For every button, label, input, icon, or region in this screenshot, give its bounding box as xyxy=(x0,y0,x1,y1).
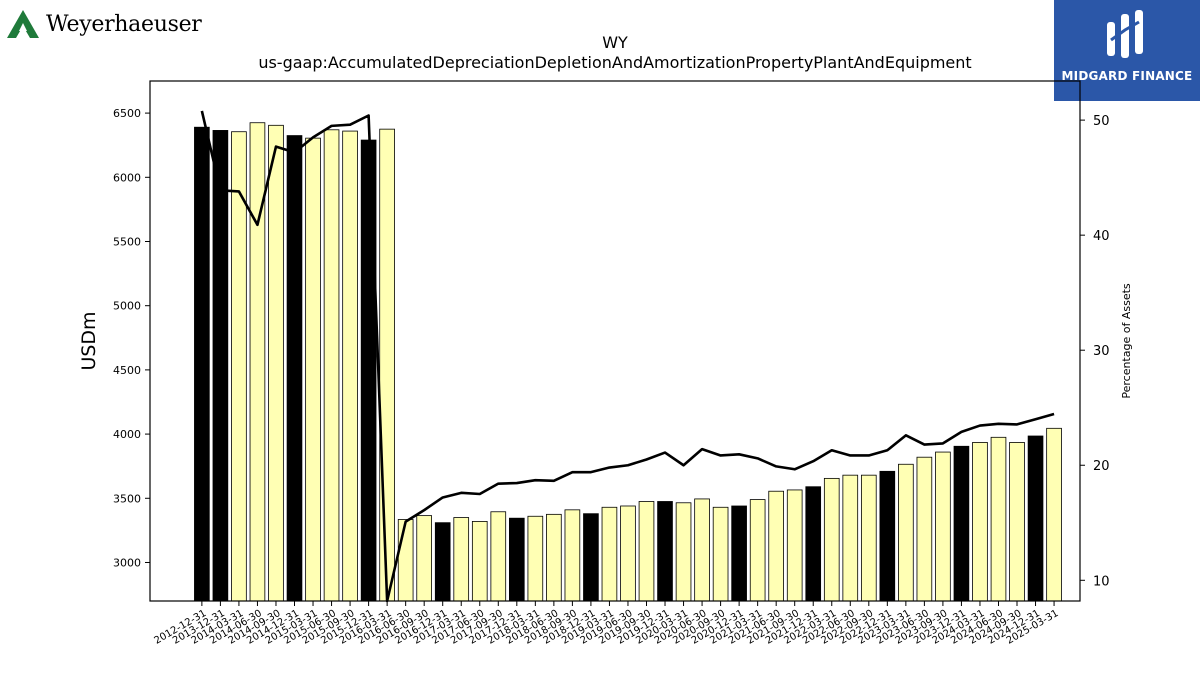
company-logo: Weyerhaeuser xyxy=(6,6,202,42)
bar xyxy=(546,513,562,602)
bar xyxy=(583,513,599,602)
bar xyxy=(1027,435,1044,602)
y2-tick-label: 10 xyxy=(1093,574,1110,589)
bar xyxy=(731,505,747,602)
bar xyxy=(620,505,636,602)
y-tick-label: 6500 xyxy=(113,107,141,120)
bar xyxy=(434,522,451,602)
bar xyxy=(527,515,544,602)
bar xyxy=(694,498,710,602)
plot-frame xyxy=(149,80,1081,602)
bar xyxy=(268,124,284,602)
chart-subtitle: us-gaap:AccumulatedDepreciationDepletion… xyxy=(258,53,971,72)
bar xyxy=(323,129,340,602)
bar xyxy=(249,122,266,602)
bar xyxy=(823,477,840,602)
bar xyxy=(1046,427,1062,602)
bar xyxy=(972,442,988,602)
y2-axis-label: Percentage of Assets xyxy=(1120,283,1133,399)
percentage-line xyxy=(200,110,1055,603)
bar xyxy=(990,436,1007,602)
bar xyxy=(935,451,951,602)
bar xyxy=(805,486,822,602)
brand-mark-icon xyxy=(1107,10,1143,58)
y2-tick-label: 50 xyxy=(1093,114,1110,129)
bar xyxy=(860,474,877,602)
y2-tick-label: 40 xyxy=(1093,229,1110,244)
y-tick-label: 6000 xyxy=(113,171,141,184)
bar xyxy=(305,137,321,602)
y-tick-label: 3000 xyxy=(113,556,141,569)
y2-tick-label: 30 xyxy=(1093,344,1110,359)
bar xyxy=(379,128,395,602)
bar xyxy=(397,519,414,602)
brand-badge: MIDGARD FINANCE xyxy=(1054,0,1200,101)
bar xyxy=(508,517,525,602)
bar xyxy=(657,501,673,602)
bar xyxy=(564,509,581,602)
tree-icon xyxy=(7,10,39,38)
y-tick-label: 5000 xyxy=(113,300,141,313)
bar xyxy=(953,445,970,602)
bar xyxy=(360,139,377,602)
bar xyxy=(898,463,914,602)
bar xyxy=(842,474,859,602)
y-tick-label: 4000 xyxy=(113,428,141,441)
bar xyxy=(916,456,933,602)
bar xyxy=(416,515,432,602)
bar xyxy=(1009,442,1025,602)
chart-title: WY xyxy=(602,33,628,52)
bar xyxy=(879,470,896,602)
brand-name: MIDGARD FINANCE xyxy=(1061,69,1193,83)
bar xyxy=(342,130,358,602)
bar xyxy=(601,506,618,602)
y-axis-label: USDm xyxy=(78,311,100,370)
y2-tick-label: 20 xyxy=(1093,459,1110,474)
bar xyxy=(471,521,488,602)
bar xyxy=(749,499,766,602)
bar xyxy=(212,130,229,602)
bar xyxy=(768,490,784,602)
bar xyxy=(286,135,303,602)
bar xyxy=(675,502,692,602)
bar xyxy=(490,511,507,602)
bar xyxy=(194,126,210,602)
y-tick-label: 4500 xyxy=(113,364,141,377)
bar xyxy=(453,517,470,602)
company-name: Weyerhaeuser xyxy=(46,11,202,37)
y-tick-label: 5500 xyxy=(113,235,141,248)
bar xyxy=(786,489,803,602)
bar xyxy=(638,501,655,602)
y-tick-label: 3500 xyxy=(113,492,141,505)
bar xyxy=(712,506,729,602)
